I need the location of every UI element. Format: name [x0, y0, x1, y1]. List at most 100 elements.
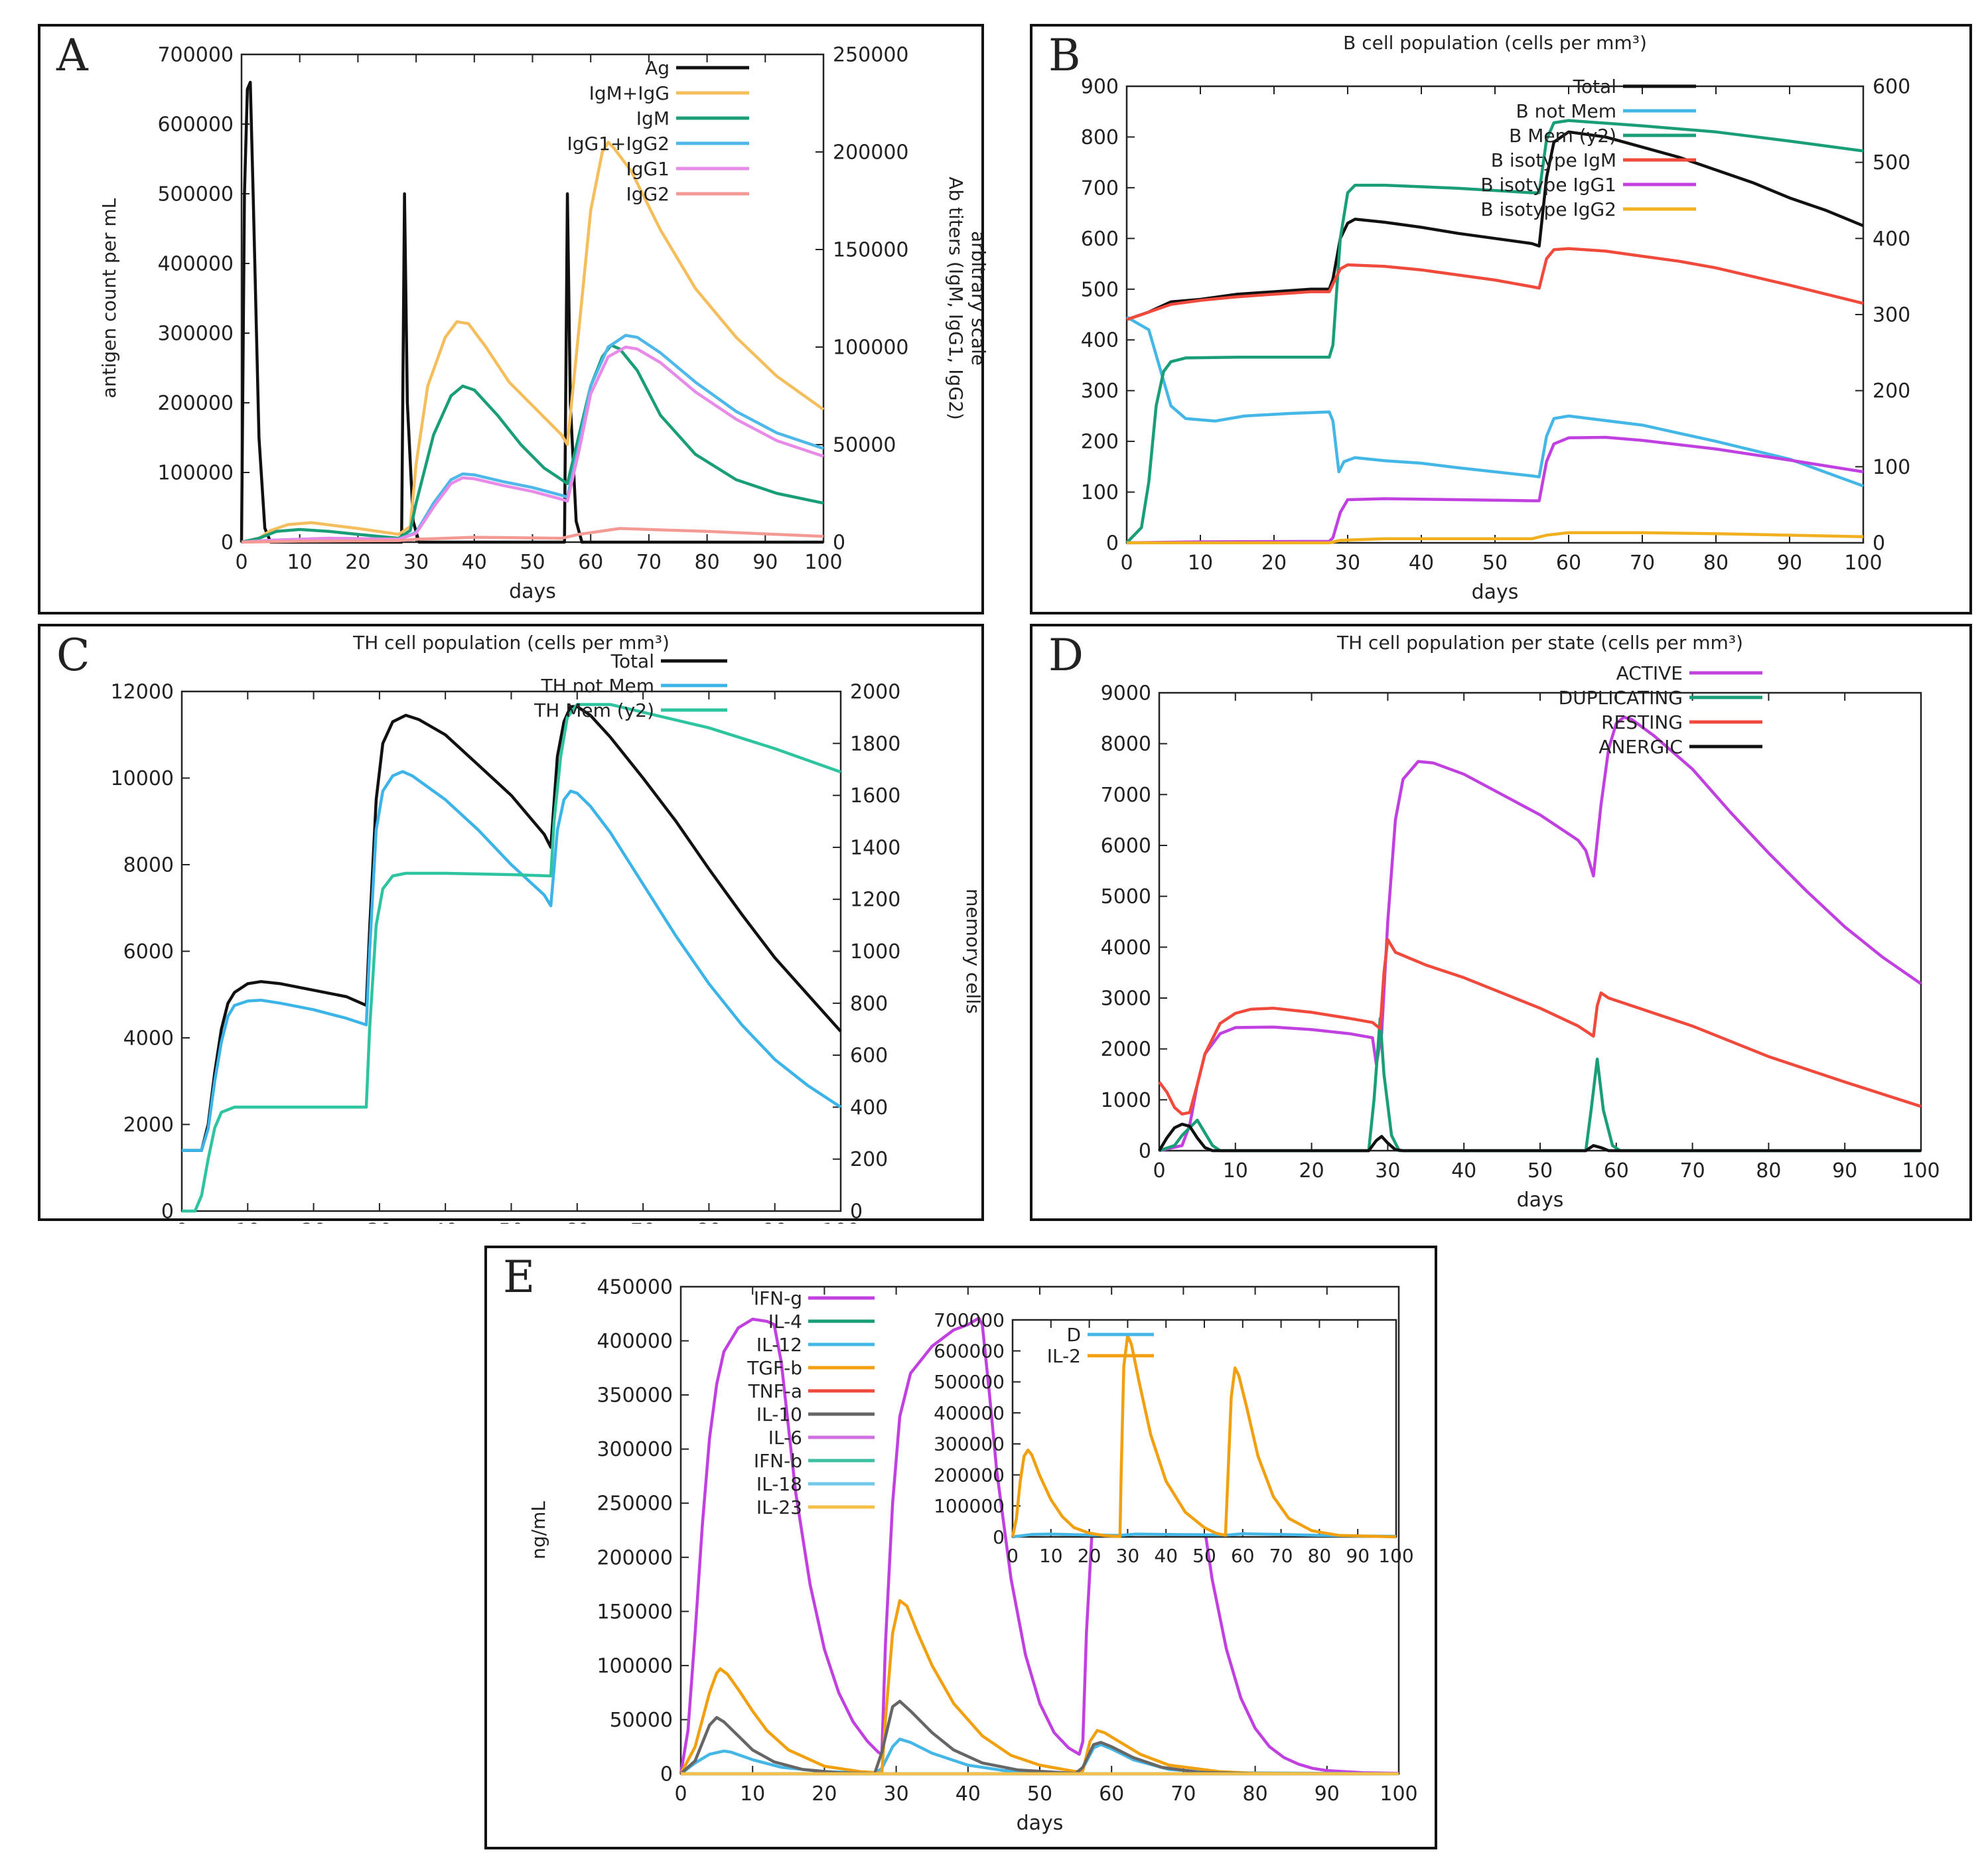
panel-letter: D [1048, 630, 1084, 681]
legend-label-il-23: IL-23 [756, 1496, 802, 1518]
chart-title: B cell population (cells per mm³) [1343, 32, 1647, 54]
legend-label-igg1: IgG1 [626, 158, 670, 180]
y-tick-label: 350000 [597, 1384, 673, 1407]
y2-tick-label: 100000 [833, 336, 909, 360]
y-tick-label: 400000 [597, 1330, 673, 1353]
panel-letter: A [56, 30, 89, 81]
y-tick-label: 500 [1081, 278, 1119, 301]
x-tick-label: 50 [520, 551, 545, 574]
series-line-b-mem-y2 [1125, 119, 1864, 544]
x-tick-label: 80 [1243, 1782, 1268, 1806]
y-tick-label: 0 [221, 532, 234, 555]
y-tick-label: 800 [1081, 126, 1119, 149]
y2-tick-label: 1600 [850, 784, 900, 808]
series-line-th-mem-y2 [182, 703, 841, 1213]
y-tick-label: 300000 [934, 1433, 1005, 1455]
y-tick-label: 12000 [111, 681, 174, 704]
x-tick-label: 90 [762, 1220, 788, 1224]
legend-label-th-not-mem: TH not Mem [541, 675, 654, 697]
x-axis-label: days [1017, 1812, 1064, 1835]
legend-label-igm-igg: IgM+IgG [589, 82, 670, 104]
x-tick-label: 90 [752, 551, 778, 574]
x-tick-label: 10 [1188, 551, 1213, 575]
y2-tick-label: 2000 [850, 681, 900, 704]
y-tick-label: 8000 [123, 854, 174, 877]
series-line-th-not-mem [182, 770, 842, 1152]
y-tick-label: 2000 [1101, 1038, 1151, 1061]
y-tick-label: 0 [161, 1200, 174, 1224]
x-tick-label: 50 [1027, 1782, 1052, 1806]
chart-a: A0 10 20 30 40 50 60 70 80 90 10001000002000003000… [56, 30, 987, 603]
x-tick-label: 30 [1335, 551, 1360, 575]
y-tick-label: 300000 [597, 1438, 673, 1461]
x-tick-label: 20 [1261, 551, 1287, 575]
y-tick-label: 300000 [157, 323, 234, 346]
x-tick-label: 80 [1703, 551, 1729, 575]
series-line-duplicating [1159, 1017, 1921, 1153]
y-tick-label: 1000 [1101, 1089, 1151, 1112]
plot-frame [1158, 691, 1922, 1152]
y-tick-label: 8000 [1101, 733, 1151, 756]
y-tick-label: 250000 [597, 1492, 673, 1516]
legend-label-b-mem-y2: B Mem (y2) [1509, 125, 1616, 147]
y2-tick-label: 400 [850, 1096, 888, 1119]
legend-label-b-isotype-igg1: B isotype IgG1 [1480, 174, 1616, 196]
legend-label-tnf-a: TNF-a [748, 1380, 802, 1402]
x-tick-label: 90 [1346, 1545, 1370, 1567]
x-tick-label: 10 [740, 1782, 765, 1806]
series-line-b-not-mem [1125, 315, 1864, 488]
y-tick-label: 700 [1081, 177, 1119, 200]
x-tick-label: 70 [630, 1220, 656, 1224]
y2-tick-label: 200 [1873, 380, 1910, 403]
y-tick-label: 0 [1139, 1140, 1151, 1163]
x-tick-label: 10 [1039, 1545, 1063, 1567]
series-line-igm-igg [241, 141, 825, 544]
x-tick-label: 30 [403, 551, 429, 574]
series-line-b-isotype-igg1 [1126, 435, 1864, 545]
x-tick-label: 30 [884, 1782, 909, 1806]
y-axis-label: ng/mL [528, 1501, 549, 1559]
y-tick-label: 200000 [597, 1546, 673, 1569]
chart-title: TH cell population (cells per mm³) [352, 632, 670, 654]
legend-label-anergic: ANERGIC [1598, 736, 1683, 758]
legend-label-active: ACTIVE [1616, 662, 1683, 684]
x-tick-label: 20 [812, 1782, 837, 1806]
x-tick-label: 50 [498, 1220, 524, 1224]
y-tick-label: 400000 [157, 253, 234, 276]
series-line-tgf-b [679, 1599, 1399, 1776]
x-tick-label: 60 [1231, 1545, 1255, 1567]
legend-label-tgf-b: TGF-b [746, 1357, 802, 1379]
y-tick-label: 6000 [123, 940, 174, 964]
y-tick-label: 600000 [934, 1340, 1005, 1362]
y-tick-label: 600 [1081, 228, 1119, 251]
y2-tick-label: 1200 [850, 889, 900, 912]
legend-label-il-2: IL-2 [1047, 1345, 1081, 1367]
panel-letter: C [56, 630, 90, 681]
x-tick-label: 0 [1153, 1159, 1165, 1183]
y-tick-label: 6000 [1101, 835, 1151, 858]
y-tick-label: 3000 [1101, 987, 1151, 1011]
series-line-active [1159, 715, 1922, 1153]
x-tick-label: 80 [695, 551, 720, 574]
y-tick-label: 0 [993, 1526, 1005, 1548]
y-tick-label: 400 [1081, 329, 1119, 352]
x-axis-label: days [1472, 581, 1519, 604]
y-tick-label: 700000 [934, 1309, 1005, 1331]
y-tick-label: 0 [660, 1763, 673, 1786]
y-tick-label: 200 [1081, 431, 1119, 454]
y-tick-label: 100000 [157, 462, 234, 485]
x-tick-label: 70 [1269, 1545, 1293, 1567]
y2-tick-label: 200000 [833, 141, 909, 165]
inset-background [1013, 1320, 1396, 1537]
legend-label-b-isotype-igm: B isotype IgM [1491, 149, 1616, 171]
x-tick-label: 90 [1777, 551, 1802, 575]
plot-frame [180, 690, 842, 1212]
y-tick-label: 300 [1081, 380, 1119, 403]
y-tick-label: 10000 [111, 767, 174, 790]
y2-tick-label: 800 [850, 992, 888, 1015]
y2-tick-label: 1000 [850, 940, 900, 964]
y-tick-label: 150000 [597, 1601, 673, 1624]
x-tick-label: 60 [1604, 1159, 1629, 1183]
y2-axis-label: Ab titers (IgM, IgG1, IgG2) [945, 177, 967, 420]
y2-axis-label: memory cells [962, 889, 984, 1014]
